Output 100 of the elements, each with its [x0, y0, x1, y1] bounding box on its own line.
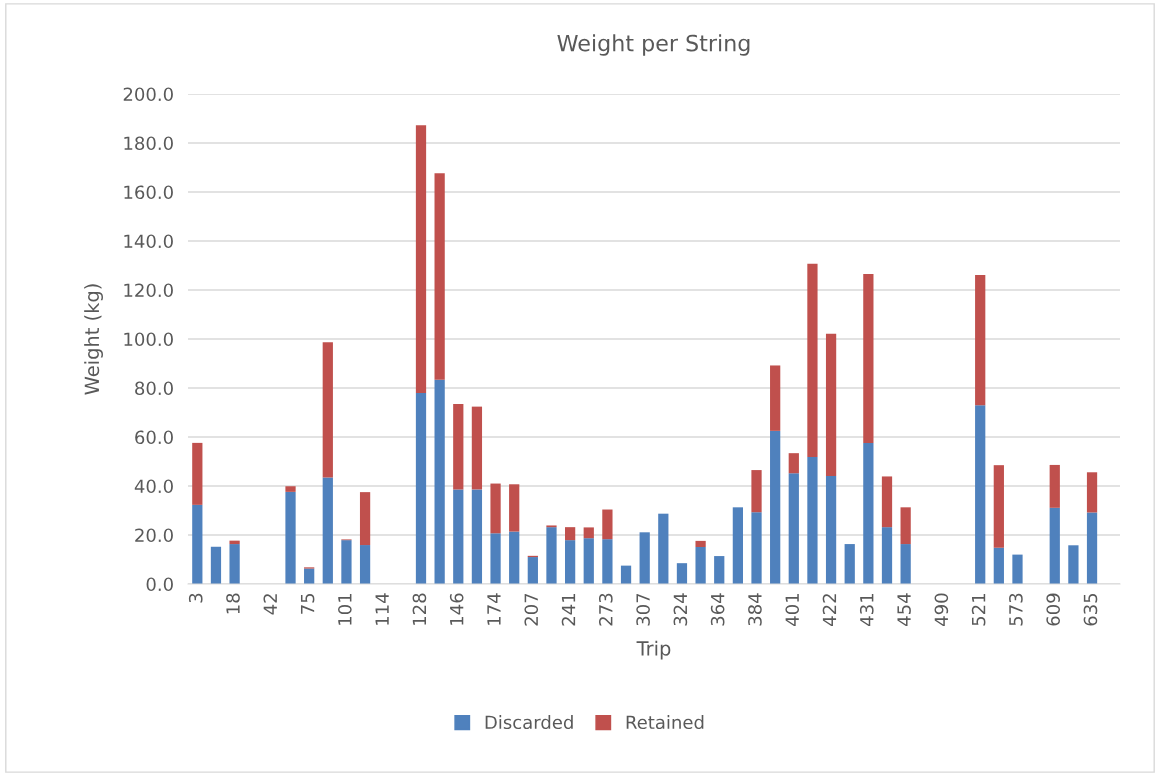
x-tick-label: 18	[226, 593, 240, 614]
legend-label: Discarded	[485, 715, 573, 730]
bar	[359, 492, 371, 546]
bar	[509, 484, 520, 532]
bar	[471, 489, 483, 584]
legend-label: Retained	[626, 715, 704, 730]
bar	[788, 453, 799, 474]
bar	[509, 531, 520, 584]
bar	[1086, 472, 1098, 513]
bar	[1086, 512, 1098, 584]
x-tick-label: 101	[338, 594, 352, 625]
bar	[1049, 464, 1060, 508]
bar	[1068, 545, 1079, 584]
x-tick-label: 609	[1046, 593, 1060, 626]
y-tick-label: 60.0	[135, 430, 173, 445]
bar	[527, 557, 538, 584]
bar	[807, 263, 818, 458]
y-tick-label: 100.0	[124, 332, 173, 347]
bar	[732, 507, 744, 584]
x-tick-label: 307	[636, 593, 650, 626]
bar	[490, 483, 501, 534]
bar	[620, 565, 632, 584]
bar	[751, 470, 762, 513]
y-tick-label: 140.0	[124, 234, 173, 249]
bar	[285, 491, 296, 584]
y-tick-label: 0.0	[146, 577, 173, 592]
bar	[453, 403, 464, 490]
x-tick-label: 635	[1083, 593, 1098, 626]
bar	[825, 475, 837, 584]
x-tick-label: 422	[822, 594, 837, 626]
bar	[229, 540, 240, 545]
x-tick-label: 128	[412, 593, 427, 625]
bar	[602, 509, 613, 540]
bar	[564, 527, 576, 541]
bar	[863, 442, 874, 584]
bar	[434, 173, 445, 380]
bar	[192, 504, 203, 584]
bar	[881, 476, 893, 528]
bar	[415, 392, 427, 584]
x-tick-label: 324	[673, 593, 688, 626]
bar	[434, 379, 445, 584]
bar	[807, 457, 818, 584]
bar	[1012, 554, 1023, 584]
bar	[285, 486, 296, 492]
x-tick-label: 241	[561, 594, 576, 626]
x-tick-label: 3	[188, 593, 203, 603]
bar	[770, 430, 781, 584]
bar	[825, 333, 837, 476]
bar	[844, 544, 855, 584]
x-tick-label: 521	[971, 594, 986, 626]
bar	[658, 513, 669, 584]
y-tick-label: 200.0	[123, 87, 173, 102]
x-tick-label: 490	[934, 593, 949, 626]
chart-title: Weight per String	[557, 34, 750, 56]
bar	[993, 465, 1004, 548]
x-tick-label: 401	[785, 594, 800, 626]
bar	[881, 527, 893, 584]
bar	[415, 125, 427, 393]
bar	[341, 540, 352, 584]
x-tick-label: 75	[300, 593, 315, 614]
y-tick-label: 160.0	[124, 185, 173, 200]
bar	[900, 507, 911, 545]
bar	[602, 539, 613, 584]
bar	[714, 556, 725, 584]
x-tick-label: 114	[375, 593, 389, 625]
x-tick-label: 454	[897, 593, 911, 626]
x-tick-label: 384	[748, 593, 762, 626]
bar	[359, 545, 371, 584]
bar	[546, 527, 557, 584]
bar	[453, 489, 464, 584]
bar	[788, 473, 799, 584]
bar	[993, 547, 1004, 584]
bar	[770, 365, 781, 431]
bar	[471, 406, 483, 490]
x-tick-label: 42	[263, 594, 277, 615]
y-tick-label: 80.0	[135, 381, 173, 396]
x-tick-label: 174	[487, 593, 501, 625]
bar	[639, 532, 650, 584]
x-tick-label: 573	[1009, 593, 1023, 626]
bar	[1049, 507, 1060, 584]
bar	[975, 405, 986, 584]
x-tick-label: 207	[524, 593, 539, 626]
bar	[564, 540, 576, 584]
bar	[490, 533, 501, 584]
bar	[229, 544, 240, 584]
x-tick-label: 146	[449, 593, 464, 625]
x-tick-label: 364	[710, 593, 725, 626]
bar	[322, 477, 333, 584]
y-tick-label: 20.0	[135, 528, 173, 543]
bar	[975, 275, 986, 406]
bar	[583, 527, 594, 539]
y-tick-label: 120.0	[124, 283, 173, 298]
bar	[676, 563, 688, 584]
bar	[695, 540, 706, 548]
y-tick-label: 40.0	[134, 479, 173, 494]
bar	[863, 274, 874, 443]
y-tick-label: 180.0	[124, 136, 173, 151]
bar	[210, 546, 222, 584]
bar	[751, 512, 762, 584]
x-tick-label: 273	[598, 593, 613, 626]
